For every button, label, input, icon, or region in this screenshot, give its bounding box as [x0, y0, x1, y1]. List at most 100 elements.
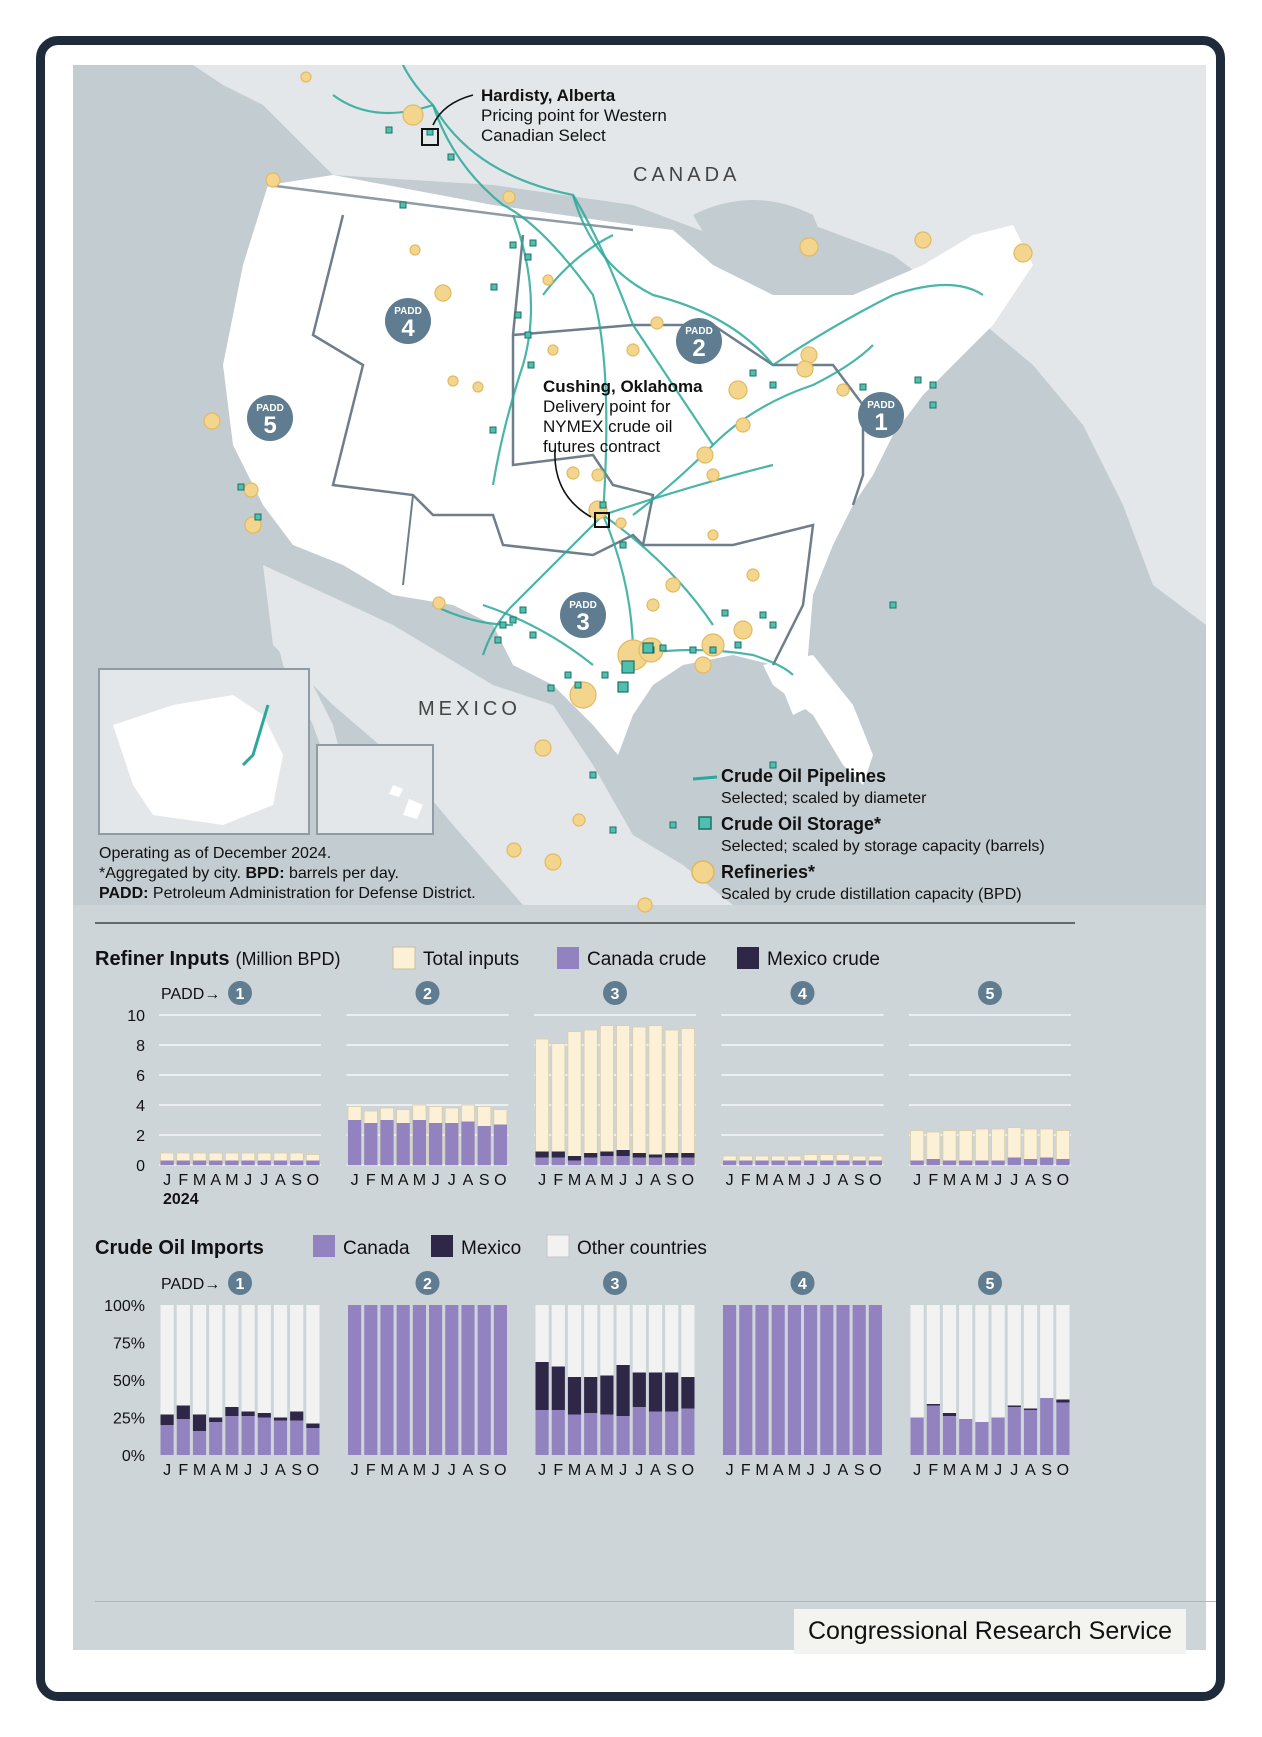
x-tick-label: J [351, 1462, 359, 1479]
x-tick-label: O [494, 1462, 506, 1479]
bar-canada [1007, 1157, 1021, 1165]
storage-marker [509, 616, 517, 624]
refinery-marker [733, 620, 753, 640]
x-tick-label: O [307, 1172, 319, 1189]
bar-mexico [616, 1150, 630, 1156]
bar-canada [836, 1305, 850, 1455]
refinery-marker [402, 104, 424, 126]
x-tick-label: A [275, 1172, 286, 1189]
bar-mexico [632, 1153, 646, 1158]
storage-marker [609, 826, 617, 834]
figure-frame: PADD4PADD2PADD5PADD1PADD3PADD5PADD5 CANA… [36, 36, 1225, 1701]
x-tick-label: J [244, 1172, 252, 1189]
bar-canada [665, 1157, 679, 1165]
x-tick-label: A [210, 1462, 221, 1479]
y-tick-label: 0% [122, 1448, 145, 1465]
panel-padd-badge [790, 981, 815, 1005]
storage-marker [385, 126, 393, 134]
bar-mexico [535, 1362, 549, 1410]
bar-canada [551, 1410, 565, 1455]
bar-canada [665, 1411, 679, 1455]
storage-marker [527, 361, 535, 369]
legend-refineries-title: Refineries* [721, 862, 815, 882]
hardisty-marker [421, 128, 439, 146]
bar-mexico [535, 1151, 549, 1158]
padd-badge-number: 5 [263, 412, 276, 439]
x-tick-label: J [1010, 1172, 1018, 1189]
y-tick-label: 6 [136, 1068, 145, 1085]
bar-canada [290, 1420, 304, 1455]
refinery-marker [637, 897, 653, 913]
x-tick-label: J [913, 1172, 921, 1189]
country-label-mexico: MEXICO [418, 698, 521, 720]
x-tick-label: J [448, 1462, 456, 1479]
bar-canada [493, 1305, 507, 1455]
refinery-marker [534, 739, 552, 757]
refinery-marker [615, 517, 627, 529]
country-label-canada: CANADA [633, 164, 740, 186]
storage-marker [589, 771, 597, 779]
legend-pipelines-title: Crude Oil Pipelines [721, 766, 886, 786]
y-tick-label: 25% [113, 1411, 145, 1428]
bar-mexico [648, 1372, 663, 1412]
storage-marker [929, 401, 937, 409]
x-tick-label: J [635, 1172, 643, 1189]
storage-marker [709, 646, 717, 654]
bar-canada [1040, 1157, 1054, 1165]
legend-refineries-sub: Scaled by crude distillation capacity (B… [721, 886, 1022, 903]
x-tick-label: M [943, 1172, 956, 1189]
pipeline-line [602, 463, 774, 517]
x-tick-label: O [869, 1462, 881, 1479]
bar-mexico [616, 1365, 630, 1416]
x-tick-label: A [650, 1172, 661, 1189]
bar-mexico [273, 1417, 288, 1421]
storage-marker [734, 641, 742, 649]
x-tick-label: M [568, 1462, 581, 1479]
bar-canada [600, 1414, 614, 1455]
storage-marker [769, 761, 777, 769]
x-tick-label: O [494, 1172, 506, 1189]
x-tick-label: J [619, 1462, 627, 1479]
padd-badge-word: PADD [394, 306, 422, 317]
x-tick-label: M [413, 1462, 426, 1479]
lake [693, 200, 833, 275]
storage-marker [759, 611, 767, 619]
storage-marker [564, 671, 572, 679]
x-tick-label: S [666, 1172, 677, 1189]
bar-canada [771, 1160, 785, 1165]
cushing-marker [594, 512, 610, 528]
x-tick-label: M [755, 1172, 768, 1189]
x-tick-label: F [178, 1172, 188, 1189]
panel-padd-badge [415, 1271, 440, 1295]
legend-storage-sub: Selected; scaled by storage capacity (ba… [721, 838, 1045, 855]
padd-axis-label: PADD→ [161, 1276, 220, 1293]
refinery-marker [914, 231, 932, 249]
bar-canada [396, 1305, 410, 1455]
legend-canada-swatch [557, 947, 579, 969]
refinery-marker [836, 383, 850, 397]
x-tick-label: O [1057, 1462, 1069, 1479]
bar-canada [942, 1160, 957, 1165]
storage-marker [617, 681, 629, 693]
bar-canada [616, 1416, 630, 1455]
bar-canada [364, 1123, 378, 1165]
panel-padd-number: 1 [236, 986, 245, 1003]
refinery-marker [694, 656, 712, 674]
pipeline-line [772, 283, 984, 366]
x-tick-label: S [854, 1172, 865, 1189]
panel-padd-badge [603, 1271, 627, 1295]
x-tick-label: F [928, 1462, 938, 1479]
bar-canada [290, 1160, 304, 1165]
x-tick-label: M [225, 1462, 238, 1479]
bar-mexico [306, 1423, 320, 1428]
x-tick-label: S [479, 1462, 490, 1479]
bar-canada [681, 1408, 695, 1455]
refinery-marker [447, 375, 459, 387]
x-tick-label: O [307, 1462, 319, 1479]
bar-canada [461, 1121, 475, 1165]
refinery-marker [696, 446, 714, 464]
padd-axis-label: PADD→ [161, 986, 220, 1003]
y-tick-label: 8 [136, 1038, 145, 1055]
bar-mexico [665, 1153, 679, 1158]
x-tick-label: M [380, 1172, 393, 1189]
